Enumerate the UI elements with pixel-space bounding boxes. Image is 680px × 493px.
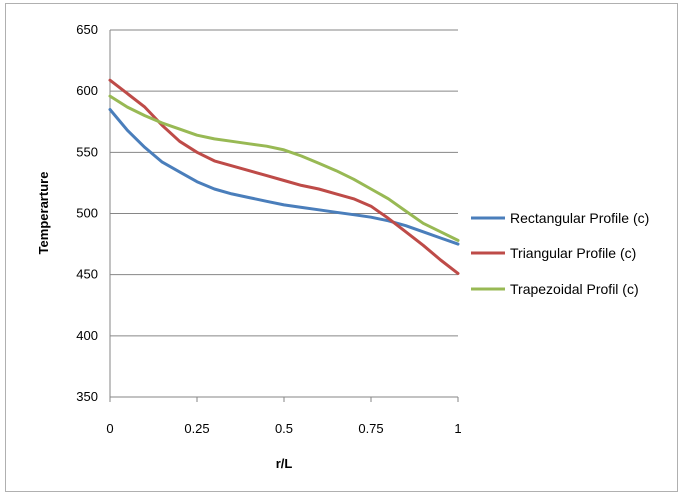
x-tick-label: 0.25 (184, 421, 209, 436)
x-axis-label: r/L (276, 456, 293, 471)
y-tick-label: 350 (76, 389, 98, 404)
x-tick-label: 0.5 (275, 421, 293, 436)
y-axis-ticks: 350 400 450 500 550 600 650 (76, 22, 98, 404)
x-tick-label: 1 (454, 421, 461, 436)
series-line-1 (108, 108, 460, 246)
y-tick-label: 550 (76, 144, 98, 159)
y-axis-label: Temperarture (36, 172, 51, 255)
series-line-3 (108, 94, 460, 242)
y-tick-label: 400 (76, 328, 98, 343)
x-tick-label: 0 (106, 421, 113, 436)
x-axis-ticks: 0 0.25 0.5 0.75 1 (106, 397, 462, 436)
series-line-2 (108, 78, 460, 275)
legend-label: Rectangular Profile (c) (510, 210, 649, 226)
y-tick-label: 600 (76, 83, 98, 98)
series (108, 78, 460, 275)
grid (110, 29, 458, 337)
y-tick-label: 500 (76, 206, 98, 221)
y-tick-label: 650 (76, 22, 98, 37)
x-tick-label: 0.75 (358, 421, 383, 436)
y-tick-label: 450 (76, 267, 98, 282)
legend-label: Trapezoidal Profil (c) (510, 281, 639, 297)
legend: Rectangular Profile (c) Triangular Profil… (471, 210, 649, 297)
legend-label: Triangular Profile (c) (510, 245, 636, 261)
